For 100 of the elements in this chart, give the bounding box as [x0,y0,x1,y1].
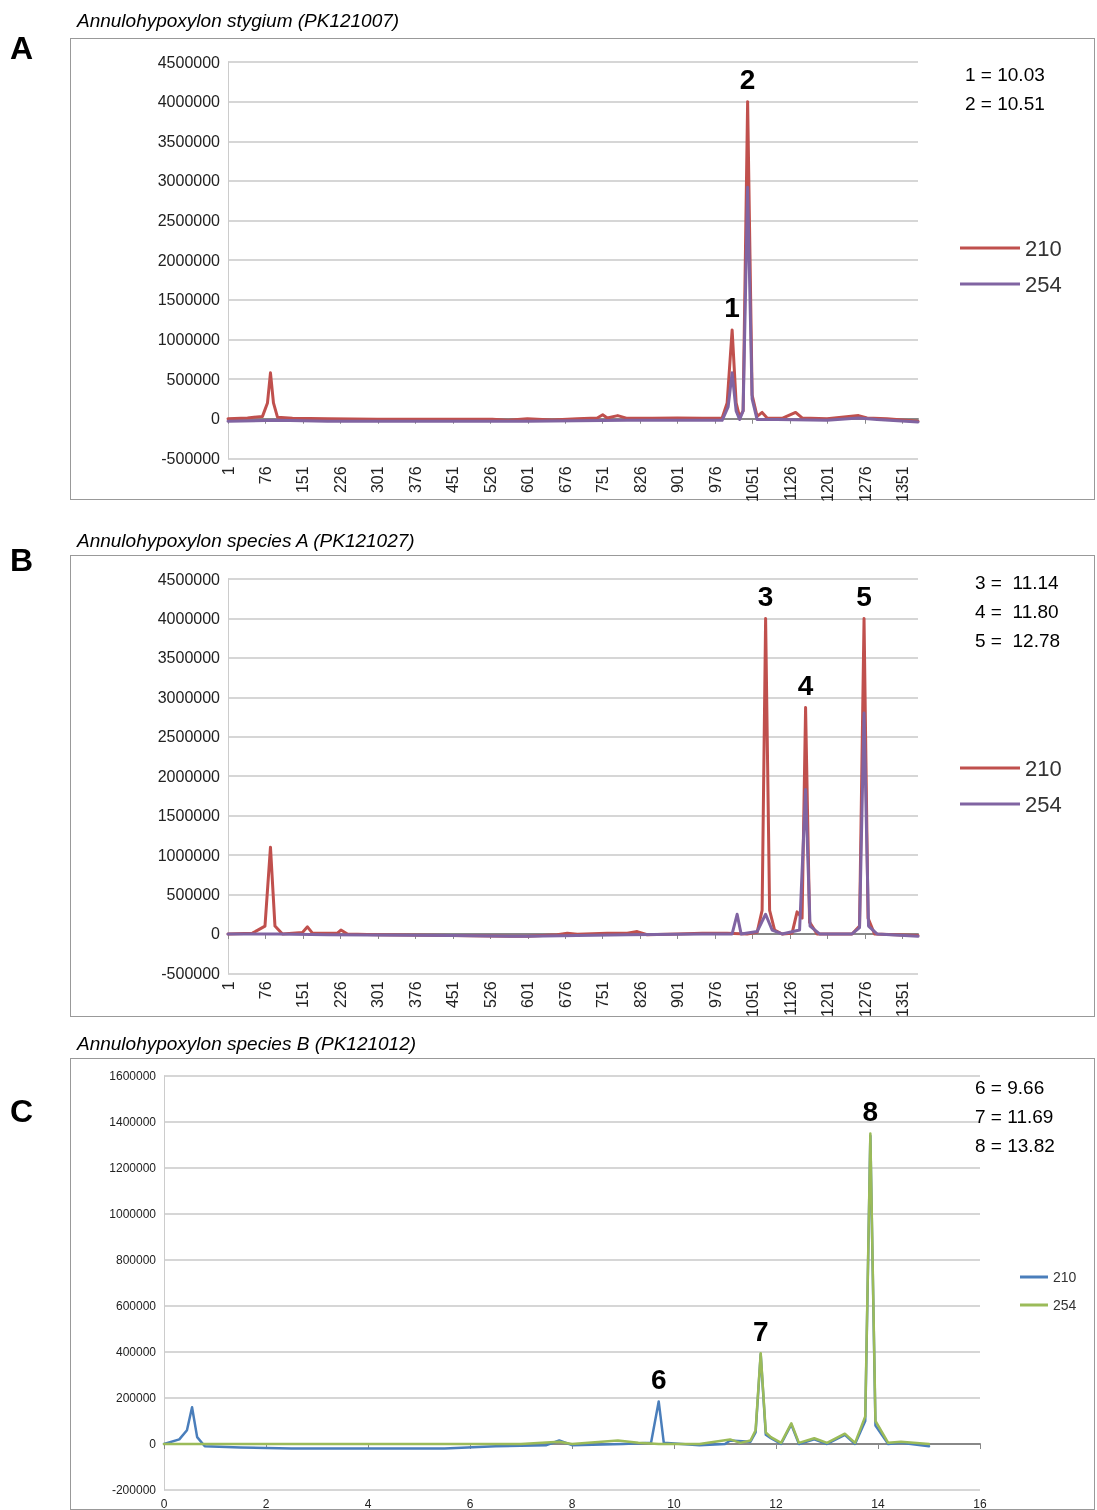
text: 3 = 11.14 [975,571,1060,595]
annotation: 1 [724,292,740,324]
x-tick-label: 8 [568,1497,576,1510]
x-tick-label: 76 [256,981,274,1000]
legend-label: 254 [1025,271,1062,297]
y-tick-label: 800000 [115,1253,157,1267]
y-tick-label: 2000000 [157,767,221,785]
x-tick-label: 226 [331,981,349,1009]
y-tick-label: 4500000 [157,570,221,588]
y-tick-label: 1500000 [157,291,221,309]
x-tick-label: 1276 [856,466,874,502]
y-tick-label: 0 [211,925,221,943]
x-tick-label: 451 [444,981,462,1009]
x-tick-label: 1276 [856,981,874,1017]
y-tick-label: 1000000 [157,846,221,864]
x-tick-label: 1051 [744,466,762,502]
chart-title: Annulohypoxylon stygium (PK121007) [76,10,400,31]
x-tick-label: 676 [556,981,574,1009]
x-tick-label: 1351 [894,981,912,1017]
y-tick-label: 500000 [166,886,221,904]
y-tick-label: 2500000 [157,212,221,230]
y-tick-label: -500000 [161,964,221,982]
x-tick-label: 301 [369,466,387,494]
annotation: 6 [650,1363,667,1395]
text: 2 = 10.51 [965,92,1045,116]
x-tick-label: 226 [331,466,349,494]
x-tick-label: 826 [631,466,649,494]
x-tick-label: 12 [769,1497,783,1510]
text: A [10,30,34,67]
x-tick-label: 1 [219,981,237,991]
x-tick-label: 6 [466,1497,474,1510]
x-tick-label: 1351 [894,466,912,502]
legend-label: 254 [1025,791,1062,817]
y-tick-label: 1200000 [109,1161,157,1175]
legend-label: 210 [1025,235,1062,261]
text: B [10,542,34,579]
x-tick-label: 14 [871,1497,885,1510]
legend-label: 210 [1025,755,1062,781]
text: 1 = 10.03 [965,63,1045,87]
x-tick-label: 751 [594,981,612,1009]
y-tick-label: 2500000 [157,728,221,746]
annotation: 3 [757,580,774,612]
x-tick-label: 16 [973,1497,987,1510]
y-tick-label: 3000000 [157,172,221,190]
chart-title: Annulohypoxylon species B (PK121012) [76,1033,417,1054]
x-tick-label: 10 [667,1497,681,1510]
text: 5 = 12.78 [975,629,1061,653]
legend-label: 254 [1053,1297,1077,1313]
y-tick-label: -200000 [111,1483,157,1497]
x-tick-label: 1 [219,466,237,476]
annotation: 7 [752,1315,769,1347]
text: C [10,1093,34,1130]
x-tick-label: 151 [294,466,312,494]
x-tick-label: 1201 [819,466,837,502]
x-tick-label: 1051 [744,981,762,1017]
y-tick-label: 400000 [115,1345,157,1359]
y-tick-label: 2000000 [157,251,221,269]
x-tick-label: 301 [369,981,387,1009]
x-tick-label: 826 [631,981,649,1009]
y-tick-label: 0 [149,1437,157,1451]
annotation: 5 [856,580,872,612]
y-tick-label: 4000000 [157,93,221,111]
y-tick-label: 3000000 [157,688,221,706]
y-tick-label: 200000 [115,1391,157,1405]
x-tick-label: 4 [364,1497,372,1510]
x-tick-label: 76 [256,466,274,485]
annotation: 8 = 13.82 [975,1134,1055,1158]
x-tick-label: 376 [406,466,424,494]
annotation: 2 [739,64,756,96]
annotation: 6 = 9.66 [975,1076,1046,1100]
y-tick-label: 4000000 [157,609,221,627]
x-tick-label: 676 [556,466,574,494]
x-tick-label: 901 [669,466,687,494]
y-tick-label: 3500000 [157,649,221,667]
x-tick-label: 151 [294,981,312,1009]
annotation: 4 [797,670,814,702]
x-tick-label: 601 [519,981,537,1009]
y-tick-label: 4500000 [157,53,221,71]
x-tick-label: 601 [519,466,537,494]
x-tick-label: 526 [481,981,499,1009]
y-tick-label: 1000000 [157,330,221,348]
x-tick-label: 376 [406,981,424,1009]
x-tick-label: 1126 [781,981,799,1016]
x-tick-label: 1126 [781,466,799,501]
x-tick-label: 901 [669,981,687,1009]
x-tick-label: 976 [706,981,724,1009]
annotation: 8 [862,1096,879,1127]
y-tick-label: 3500000 [157,132,221,150]
x-tick-label: 751 [594,466,612,494]
y-tick-label: 1000000 [109,1207,157,1221]
y-tick-label: 600000 [115,1299,157,1313]
y-tick-label: 1600000 [109,1069,157,1083]
x-tick-label: 526 [481,466,499,494]
chart-title: Annulohypoxylon species A (PK121027) [76,530,415,551]
y-tick-label: -500000 [161,449,221,467]
y-tick-label: 1500000 [157,807,221,825]
legend-label: 210 [1053,1269,1077,1285]
x-tick-label: 451 [444,466,462,494]
y-tick-label: 1400000 [109,1115,157,1129]
annotation: 7 = 11.69 [975,1105,1055,1129]
